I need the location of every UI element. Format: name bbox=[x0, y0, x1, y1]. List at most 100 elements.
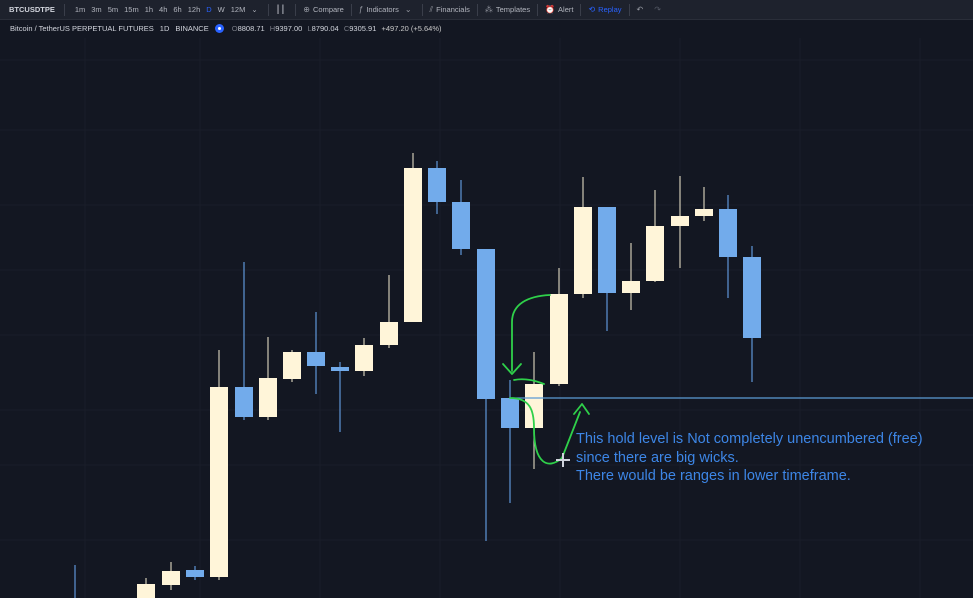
alert-button[interactable]: ⏰ Alert bbox=[541, 0, 577, 19]
candle bbox=[719, 195, 737, 298]
candle bbox=[355, 338, 373, 376]
candle-body bbox=[695, 209, 713, 216]
interval-button-3m[interactable]: 3m bbox=[91, 5, 102, 14]
candlestick-series bbox=[74, 153, 761, 598]
candle bbox=[574, 177, 592, 298]
legend-exchange: BINANCE bbox=[175, 24, 209, 33]
indicators-button[interactable]: ƒ Indicators ⌄ bbox=[355, 0, 419, 19]
candle bbox=[380, 275, 398, 348]
candle-body bbox=[210, 387, 228, 577]
high-label: H bbox=[269, 24, 276, 33]
candle-body bbox=[598, 207, 616, 293]
chevron-down-icon: ⌄ bbox=[404, 5, 412, 14]
candle-body bbox=[355, 345, 373, 371]
top-toolbar: BTCUSDTPE 1m 3m 5m 15m 1h 4h 6h 12h D W 12M ⌄ ┃┃ ⊕ C… bbox=[0, 0, 973, 20]
interval-button-5m[interactable]: 5m bbox=[107, 5, 119, 14]
candle-body bbox=[646, 226, 664, 281]
candle bbox=[186, 566, 204, 580]
candle bbox=[671, 176, 689, 268]
candle bbox=[259, 337, 277, 420]
ohlc-values: O8808.71 H9397.00 L8790.04 C9305.91 +497… bbox=[232, 24, 445, 33]
interval-chevron-icon[interactable]: ⌄ bbox=[251, 5, 258, 14]
compare-button[interactable]: ⊕ Compare bbox=[299, 0, 348, 19]
interval-button-w[interactable]: W bbox=[217, 5, 225, 14]
candle bbox=[598, 207, 616, 331]
interval-button-6h[interactable]: 6h bbox=[173, 5, 182, 14]
drawn-arrows[interactable] bbox=[502, 294, 590, 465]
toolbar-divider bbox=[628, 3, 630, 16]
candle-body bbox=[671, 216, 689, 226]
legend-interval: 1D bbox=[159, 24, 170, 33]
interval-button-1m[interactable]: 1m bbox=[74, 5, 86, 14]
candle-body bbox=[259, 378, 277, 417]
interval-button-12h[interactable]: 12h bbox=[187, 5, 201, 14]
high-value: 9397.00 bbox=[275, 24, 303, 33]
annotation-line: This hold level is Not completely unencu… bbox=[576, 431, 923, 447]
candle bbox=[307, 312, 325, 394]
candle-body bbox=[452, 202, 470, 249]
candle bbox=[74, 565, 76, 598]
candle-style-button[interactable]: ┃┃ bbox=[272, 0, 293, 19]
candle-body bbox=[501, 398, 519, 428]
candle bbox=[283, 350, 301, 382]
interval-button-d[interactable]: D bbox=[206, 5, 212, 14]
candle-body bbox=[622, 281, 640, 293]
compare-label: Compare bbox=[313, 5, 344, 14]
candle-body bbox=[525, 384, 543, 428]
toolbar-divider bbox=[421, 3, 423, 16]
undo-button[interactable]: ↶ bbox=[633, 0, 651, 19]
toolbar-divider bbox=[63, 3, 65, 16]
candle-body bbox=[162, 571, 180, 585]
replay-button[interactable]: ⟲ Replay bbox=[584, 0, 625, 19]
candle-body bbox=[550, 294, 568, 384]
alarm-clock-icon: ⏰ bbox=[545, 5, 556, 14]
arrow-from-level bbox=[509, 397, 581, 465]
change-value: +497.20 (+5.64%) bbox=[381, 24, 442, 33]
templates-label: Templates bbox=[495, 5, 531, 14]
toolbar-divider bbox=[295, 3, 297, 16]
plus-circle-icon: ⊕ bbox=[303, 5, 310, 14]
candle-body bbox=[477, 249, 495, 399]
annotation-text[interactable]: This hold level is Not completely unencu… bbox=[576, 430, 923, 486]
candle bbox=[501, 380, 519, 503]
candle-body bbox=[186, 570, 204, 577]
redo-button[interactable]: ↷ bbox=[650, 0, 668, 19]
candle bbox=[452, 180, 470, 255]
interval-button-1h[interactable]: 1h bbox=[144, 5, 154, 14]
candle-body bbox=[137, 584, 155, 598]
low-value: 8790.04 bbox=[311, 24, 339, 33]
undo-icon: ↶ bbox=[636, 5, 644, 14]
function-icon: ƒ bbox=[358, 5, 364, 14]
financials-button[interactable]: ⫽ Financials bbox=[426, 0, 474, 19]
candle bbox=[525, 352, 543, 469]
low-label: L bbox=[307, 24, 312, 33]
close-label: C bbox=[343, 24, 350, 33]
interval-list: 1m 3m 5m 15m 1h 4h 6h 12h D W 12M ⌄ bbox=[68, 0, 265, 19]
candle bbox=[550, 268, 568, 386]
visibility-eye-icon[interactable] bbox=[214, 24, 224, 33]
open-label: O bbox=[231, 24, 238, 33]
interval-button-15m[interactable]: 15m bbox=[124, 5, 139, 14]
candle-body bbox=[574, 207, 592, 294]
interval-button-12m[interactable]: 12M bbox=[230, 5, 246, 14]
arrowhead bbox=[573, 403, 590, 415]
annotation-line: since there are big wicks. bbox=[576, 449, 739, 466]
series-legend: Bitcoin / TetherUS PERPETUAL FUTURES 1D … bbox=[10, 24, 445, 33]
open-value: 8808.71 bbox=[237, 24, 265, 33]
replay-label: Replay bbox=[598, 5, 622, 14]
candle-body bbox=[743, 257, 761, 338]
symbol-search-button[interactable]: BTCUSDTPE bbox=[9, 5, 55, 14]
legend-title: Bitcoin / TetherUS PERPETUAL FUTURES bbox=[10, 24, 154, 33]
candle bbox=[404, 153, 422, 322]
candle bbox=[162, 562, 180, 590]
candle bbox=[695, 187, 713, 221]
candle-body bbox=[428, 168, 446, 202]
indicators-label: Indicators bbox=[366, 5, 399, 14]
interval-button-4h[interactable]: 4h bbox=[159, 5, 168, 14]
toolbar-divider bbox=[476, 3, 478, 16]
toolbar-divider bbox=[350, 3, 352, 16]
templates-button[interactable]: ⁂ Templates bbox=[481, 0, 534, 19]
toolbar-divider bbox=[537, 3, 539, 16]
candle bbox=[137, 578, 155, 598]
